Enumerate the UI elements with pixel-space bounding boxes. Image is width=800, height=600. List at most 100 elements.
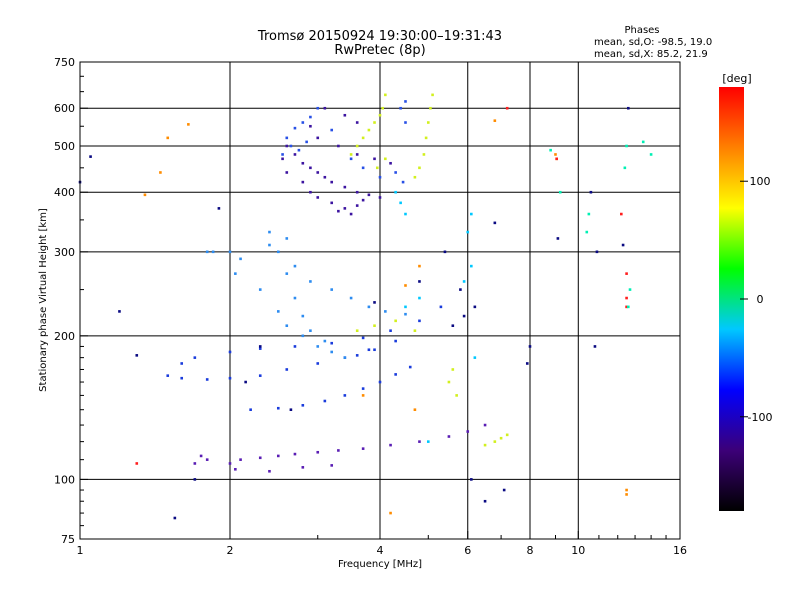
- data-point: [180, 376, 184, 380]
- data-point: [330, 201, 334, 205]
- data-point: [455, 394, 458, 397]
- data-point: [293, 153, 297, 156]
- data-point: [447, 435, 451, 438]
- y-axis: 75 100 200 300 400 500 600 750: [54, 56, 88, 546]
- data-point: [459, 288, 462, 291]
- data-point: [276, 250, 280, 254]
- data-point: [384, 157, 387, 161]
- data-point: [502, 488, 506, 492]
- data-point: [528, 345, 532, 348]
- x-tick-label: 4: [377, 544, 384, 557]
- data-point: [355, 329, 359, 332]
- data-point: [625, 296, 628, 300]
- data-point: [323, 106, 327, 110]
- data-point: [378, 380, 382, 384]
- data-point: [623, 166, 627, 170]
- data-point: [627, 106, 630, 110]
- x-tick-label: 2: [227, 544, 234, 557]
- data-point: [343, 394, 347, 397]
- data-point: [285, 144, 289, 148]
- data-point: [316, 345, 320, 348]
- data-point: [404, 100, 407, 103]
- data-point: [555, 157, 558, 161]
- data-point: [289, 144, 293, 148]
- data-point: [330, 128, 334, 132]
- data-point: [447, 380, 451, 384]
- data-point: [625, 144, 628, 148]
- data-point: [244, 380, 247, 384]
- data-point: [89, 155, 92, 158]
- data-point: [470, 212, 473, 216]
- data-point: [301, 404, 305, 407]
- data-point: [404, 212, 407, 216]
- data-point: [205, 378, 209, 381]
- data-point: [418, 319, 421, 323]
- data-point: [293, 296, 297, 300]
- data-point: [309, 190, 312, 194]
- data-points: [78, 93, 653, 520]
- data-point: [389, 161, 392, 165]
- data-point: [316, 196, 320, 199]
- x-tick-label: 6: [464, 544, 471, 557]
- data-point: [422, 153, 426, 156]
- data-point: [367, 348, 371, 352]
- data-point: [258, 347, 262, 350]
- data-point: [193, 356, 197, 359]
- data-point: [373, 348, 376, 352]
- data-point: [418, 280, 421, 283]
- data-point: [316, 362, 320, 365]
- data-point: [493, 119, 497, 122]
- data-point: [285, 171, 289, 174]
- data-point: [135, 354, 139, 357]
- data-point: [234, 467, 237, 471]
- data-point: [404, 121, 407, 124]
- data-point: [404, 284, 407, 287]
- data-point: [349, 153, 353, 156]
- data-point: [426, 440, 430, 443]
- data-point: [384, 93, 387, 97]
- data-point: [462, 280, 466, 283]
- x-axis-label: Frequency [MHz]: [338, 559, 422, 570]
- data-point: [285, 237, 289, 240]
- data-point: [268, 230, 271, 234]
- data-point: [355, 153, 359, 156]
- data-point: [166, 136, 170, 140]
- data-point: [118, 310, 121, 313]
- data-point: [381, 106, 384, 110]
- data-point: [483, 443, 487, 447]
- data-point: [276, 310, 280, 313]
- data-point: [418, 440, 421, 443]
- data-point: [337, 209, 340, 213]
- data-point: [285, 368, 289, 371]
- data-point: [462, 314, 466, 318]
- data-point: [595, 250, 599, 254]
- data-point: [499, 436, 503, 440]
- data-point: [343, 185, 347, 189]
- x-axis: 1 2 4 6 8 10 16: [77, 531, 687, 557]
- data-point: [258, 374, 262, 377]
- colorbar-tick-label: -100: [748, 411, 773, 424]
- data-point: [330, 180, 334, 184]
- data-point: [408, 365, 412, 369]
- data-point: [373, 324, 376, 328]
- data-point: [426, 121, 430, 124]
- data-point: [394, 373, 397, 376]
- data-point: [593, 345, 597, 348]
- data-point: [361, 166, 365, 170]
- data-point: [349, 296, 353, 300]
- data-point: [361, 336, 365, 340]
- data-point: [451, 368, 455, 371]
- data-point: [418, 264, 421, 268]
- data-point: [373, 121, 376, 124]
- data-point: [285, 272, 289, 275]
- x-tick-label: 10: [571, 544, 585, 557]
- data-point: [301, 466, 305, 469]
- data-point: [285, 324, 289, 328]
- data-point: [330, 341, 334, 345]
- data-point: [330, 350, 334, 354]
- phases-o-stats: mean, sd,O: -98.5, 19.0: [594, 37, 712, 48]
- data-point: [389, 329, 392, 332]
- data-point: [355, 144, 359, 148]
- data-point: [258, 456, 262, 460]
- data-point: [394, 171, 397, 174]
